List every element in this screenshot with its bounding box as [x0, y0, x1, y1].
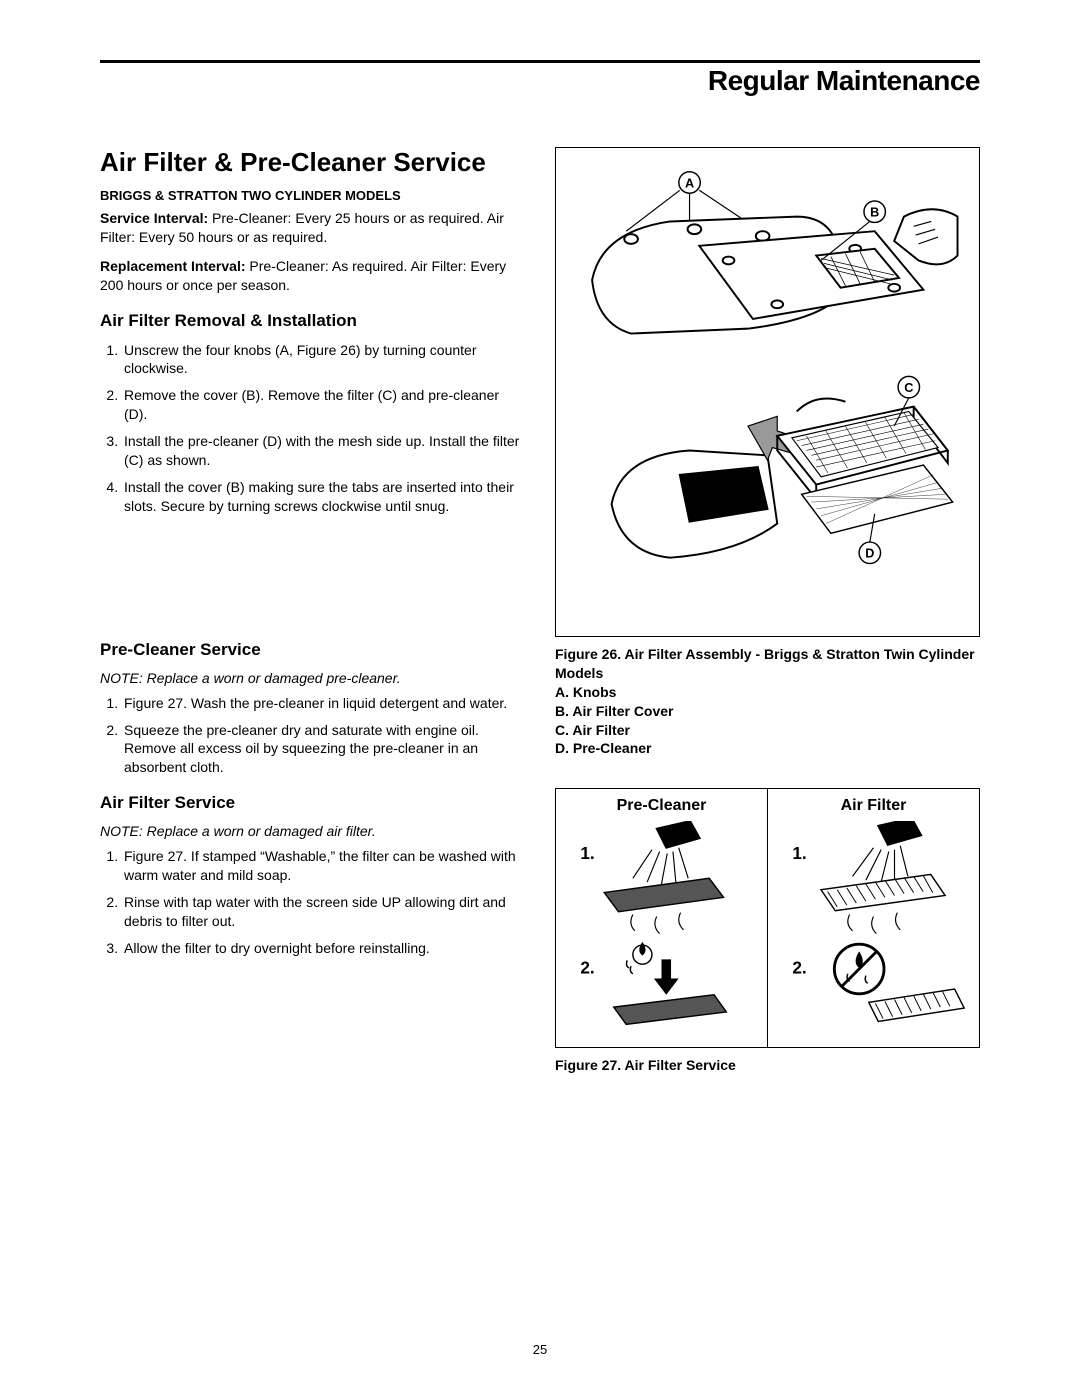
svg-text:B: B	[870, 206, 879, 220]
figure-26-illustration: A	[571, 163, 964, 621]
svg-text:2.: 2.	[792, 958, 806, 978]
header-section-title: Regular Maintenance	[708, 63, 980, 97]
page: Regular Maintenance Air Filter & Pre-Cle…	[0, 0, 1080, 1115]
left-column: Air Filter & Pre-Cleaner Service BRIGGS …	[100, 147, 525, 1075]
svg-text:A: A	[685, 176, 694, 190]
airfilter-steps: Figure 27. If stamped “Washable,” the fi…	[122, 847, 525, 957]
figure-27-left: Pre-Cleaner 1.	[556, 789, 768, 1047]
page-title: Air Filter & Pre-Cleaner Service	[100, 147, 525, 178]
spacer	[100, 524, 525, 624]
svg-text:1.: 1.	[792, 844, 806, 864]
svg-text:D: D	[865, 547, 874, 561]
airfilter-note: NOTE: Replace a worn or damaged air filt…	[100, 823, 525, 839]
precleaner-note: NOTE: Replace a worn or damaged pre-clea…	[100, 670, 525, 686]
list-item: Figure 27. Wash the pre-cleaner in liqui…	[122, 694, 525, 713]
list-item: Squeeze the pre-cleaner dry and saturate…	[122, 721, 525, 778]
service-interval-label: Service Interval:	[100, 210, 208, 226]
airfilter-heading: Air Filter Service	[100, 793, 525, 813]
page-number: 25	[533, 1342, 547, 1357]
content-columns: Air Filter & Pre-Cleaner Service BRIGGS …	[100, 147, 980, 1075]
precleaner-illustration: 1.	[566, 821, 757, 1031]
list-item: Rinse with tap water with the screen sid…	[122, 893, 525, 931]
legend-item: B. Air Filter Cover	[555, 702, 980, 721]
figure-27-left-title: Pre-Cleaner	[566, 797, 757, 815]
svg-text:C: C	[904, 381, 913, 395]
figure-27-caption: Figure 27. Air Filter Service	[555, 1056, 980, 1075]
legend-item: C. Air Filter	[555, 721, 980, 740]
list-item: Remove the cover (B). Remove the filter …	[122, 386, 525, 424]
figure-27-box: Pre-Cleaner 1.	[555, 788, 980, 1048]
list-item: Install the cover (B) making sure the ta…	[122, 478, 525, 516]
replacement-interval-label: Replacement Interval:	[100, 258, 246, 274]
figure-26-box: A	[555, 147, 980, 637]
list-item: Figure 27. If stamped “Washable,” the fi…	[122, 847, 525, 885]
right-column: A	[555, 147, 980, 1075]
precleaner-steps: Figure 27. Wash the pre-cleaner in liqui…	[122, 694, 525, 778]
replacement-interval: Replacement Interval: Pre-Cleaner: As re…	[100, 257, 525, 295]
header-rule: Regular Maintenance	[100, 60, 980, 97]
svg-text:2.: 2.	[580, 958, 594, 978]
list-item: Install the pre-cleaner (D) with the mes…	[122, 432, 525, 470]
model-line: BRIGGS & STRATTON TWO CYLINDER MODELS	[100, 188, 525, 203]
svg-text:1.: 1.	[580, 844, 594, 864]
list-item: Allow the filter to dry overnight before…	[122, 939, 525, 958]
figure-27-right: Air Filter 1.	[768, 789, 979, 1047]
service-interval: Service Interval: Pre-Cleaner: Every 25 …	[100, 209, 525, 247]
legend-item: A. Knobs	[555, 683, 980, 702]
figure-26-legend: A. Knobs B. Air Filter Cover C. Air Filt…	[555, 683, 980, 759]
legend-item: D. Pre-Cleaner	[555, 739, 980, 758]
removal-heading: Air Filter Removal & Installation	[100, 311, 525, 331]
figure-27-right-title: Air Filter	[778, 797, 969, 815]
precleaner-heading: Pre-Cleaner Service	[100, 640, 525, 660]
airfilter-illustration: 1.	[778, 821, 969, 1031]
removal-steps: Unscrew the four knobs (A, Figure 26) by…	[122, 341, 525, 516]
figure-26-caption: Figure 26. Air Filter Assembly - Briggs …	[555, 645, 980, 683]
list-item: Unscrew the four knobs (A, Figure 26) by…	[122, 341, 525, 379]
